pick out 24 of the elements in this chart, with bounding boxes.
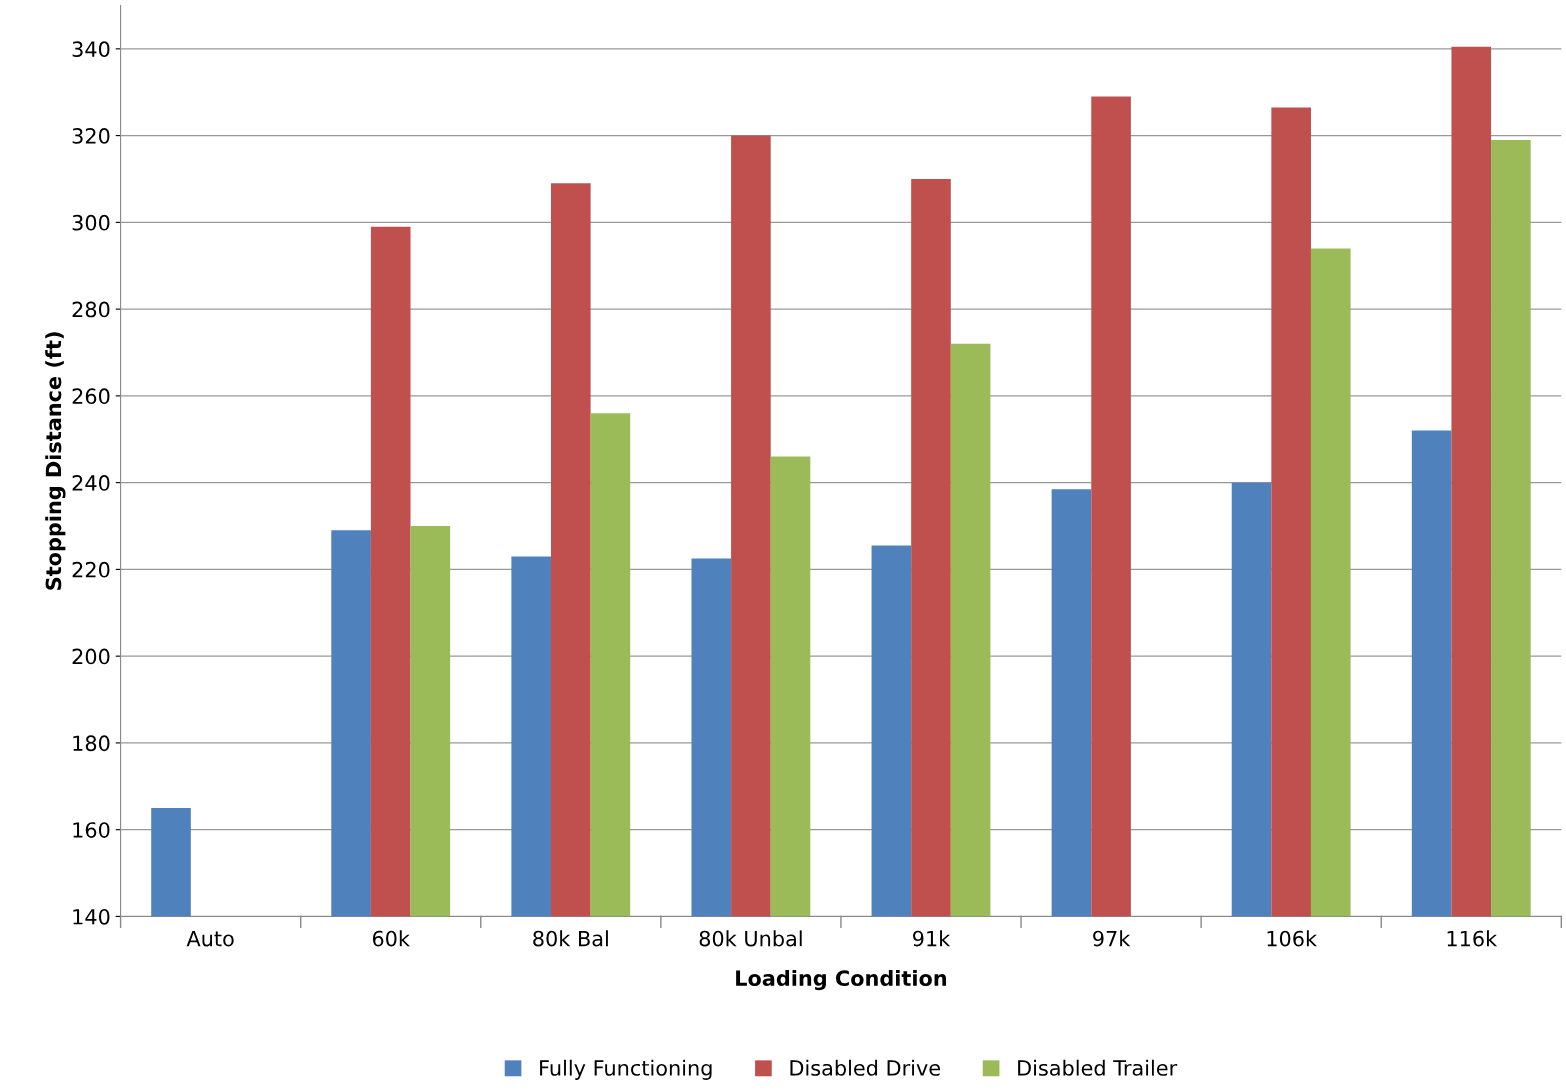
y-tick-label: 320 <box>72 128 110 144</box>
y-axis-title: Stopping Distance (ft) <box>45 332 66 590</box>
x-tick-label: 80k Bal <box>533 930 608 947</box>
x-tick-label: 97k <box>1093 930 1131 947</box>
y-tick-label: 220 <box>72 561 110 578</box>
y-tick-label: 140 <box>73 908 110 925</box>
x-tick-label: 80k Unbal <box>699 930 802 947</box>
y-tick-label: 240 <box>72 475 110 491</box>
y-tick-label: 200 <box>72 648 110 665</box>
y-tick-label: 300 <box>72 214 110 231</box>
y-tick-label: 340 <box>72 41 110 58</box>
x-tick-label: 91k <box>913 930 951 947</box>
y-tick-label: 160 <box>73 822 110 838</box>
y-tick-label: 260 <box>72 388 110 405</box>
y-tick-label: 180 <box>73 735 110 752</box>
x-tick-label: Auto <box>186 930 234 947</box>
x-tick-label: 60k <box>372 930 410 947</box>
legend-label: Disabled Drive <box>790 1059 940 1076</box>
legend-label: Fully Functioning <box>540 1059 712 1080</box>
legend-label: Disabled Trailer <box>1018 1059 1178 1076</box>
x-tick-label: 106k <box>1267 930 1318 947</box>
x-axis-title: Loading Condition <box>736 969 947 991</box>
y-tick-label: 280 <box>72 301 110 318</box>
x-tick-label: 116k <box>1447 930 1498 947</box>
